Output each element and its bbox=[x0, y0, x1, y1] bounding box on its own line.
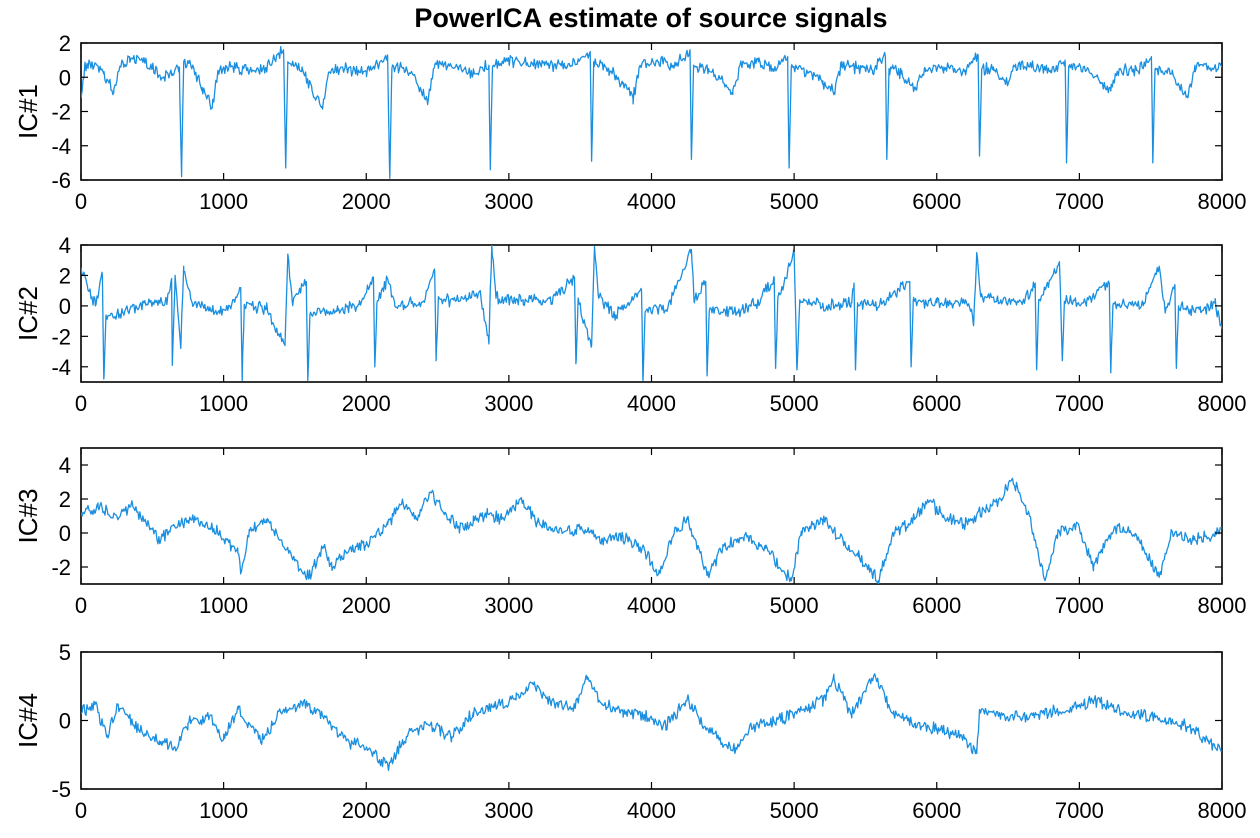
x-tick-label: 2000 bbox=[342, 798, 391, 823]
y-tick-label: 4 bbox=[59, 453, 71, 478]
x-tick-label: 0 bbox=[75, 593, 87, 618]
x-tick-label: 2000 bbox=[342, 593, 391, 618]
x-tick-label: 7000 bbox=[1055, 593, 1104, 618]
signal-line-ic4 bbox=[81, 673, 1222, 772]
y-tick-label: 5 bbox=[59, 640, 71, 665]
x-tick-label: 5000 bbox=[770, 593, 819, 618]
x-tick-label: 7000 bbox=[1055, 189, 1104, 214]
plot-area bbox=[80, 651, 1223, 790]
y-tick-label: -6 bbox=[51, 168, 71, 193]
y-tick-label: 2 bbox=[59, 31, 71, 56]
y-tick-label: -2 bbox=[51, 555, 71, 580]
y-tick-label: -5 bbox=[51, 777, 71, 802]
x-tick-label: 4000 bbox=[627, 189, 676, 214]
x-tick-label: 5000 bbox=[770, 189, 819, 214]
y-axis-label: IC#3 bbox=[13, 489, 43, 544]
x-tick-label: 4000 bbox=[627, 798, 676, 823]
x-tick-label: 3000 bbox=[484, 798, 533, 823]
panel-ic4: 0 1000 2000 3000 4000 5000 6000 7000 800050-5IC#… bbox=[13, 640, 1246, 823]
signal-line-ic2 bbox=[81, 245, 1222, 382]
x-tick-label: 5000 bbox=[770, 798, 819, 823]
x-tick-label: 1000 bbox=[199, 391, 248, 416]
x-tick-label: 6000 bbox=[912, 189, 961, 214]
panel-ic3: 0 1000 2000 3000 4000 5000 6000 7000 8000420-2IC… bbox=[13, 447, 1247, 618]
x-tick-label: 8000 bbox=[1198, 189, 1247, 214]
x-tick-label: 1000 bbox=[199, 798, 248, 823]
y-tick-label: -4 bbox=[51, 355, 71, 380]
x-tick-label: 7000 bbox=[1055, 798, 1104, 823]
y-tick-label: -2 bbox=[51, 324, 71, 349]
y-tick-label: 0 bbox=[59, 709, 71, 734]
x-tick-label: 8000 bbox=[1198, 798, 1247, 823]
x-tick-label: 8000 bbox=[1198, 593, 1247, 618]
signal-line-ic1 bbox=[81, 46, 1222, 179]
y-tick-label: -2 bbox=[51, 100, 71, 125]
x-tick-label: 2000 bbox=[342, 189, 391, 214]
x-tick-label: 3000 bbox=[484, 189, 533, 214]
y-axis-label: IC#2 bbox=[13, 286, 43, 341]
y-tick-label: 2 bbox=[59, 263, 71, 288]
y-tick-label: -4 bbox=[51, 134, 71, 159]
x-tick-label: 7000 bbox=[1055, 391, 1104, 416]
x-tick-label: 1000 bbox=[199, 593, 248, 618]
y-tick-label: 4 bbox=[59, 233, 71, 258]
y-tick-label: 0 bbox=[59, 521, 71, 546]
y-axis-label: IC#1 bbox=[13, 84, 43, 139]
x-tick-label: 3000 bbox=[484, 593, 533, 618]
x-tick-label: 4000 bbox=[627, 593, 676, 618]
y-tick-label: 0 bbox=[59, 294, 71, 319]
x-tick-label: 0 bbox=[75, 189, 87, 214]
panels: 0 1000 2000 3000 4000 5000 6000 7000 800020-2-4-… bbox=[13, 31, 1246, 823]
x-tick-label: 6000 bbox=[912, 593, 961, 618]
x-tick-label: 4000 bbox=[627, 391, 676, 416]
y-tick-label: 2 bbox=[59, 487, 71, 512]
x-tick-label: 3000 bbox=[484, 391, 533, 416]
x-tick-label: 2000 bbox=[342, 391, 391, 416]
x-tick-label: 8000 bbox=[1198, 391, 1247, 416]
chart-title: PowerICA estimate of source signals bbox=[414, 3, 887, 33]
x-tick-label: 0 bbox=[75, 391, 87, 416]
panel-ic1: 0 1000 2000 3000 4000 5000 6000 7000 8000 2 0 -2 -4 -… bbox=[13, 31, 1246, 214]
panel-ic2: 0 1000 2000 3000 4000 5000 6000 7000 8000 4 2 0 -2 -4… bbox=[13, 233, 1246, 416]
x-tick-label: 6000 bbox=[912, 391, 961, 416]
y-tick-label: 0 bbox=[59, 65, 71, 90]
x-tick-label: 6000 bbox=[912, 798, 961, 823]
x-tick-label: 1000 bbox=[199, 189, 248, 214]
y-axis-label: IC#4 bbox=[13, 693, 43, 748]
x-tick-label: 5000 bbox=[770, 391, 819, 416]
x-tick-label: 0 bbox=[75, 798, 87, 823]
signal-line-ic3 bbox=[81, 477, 1222, 584]
